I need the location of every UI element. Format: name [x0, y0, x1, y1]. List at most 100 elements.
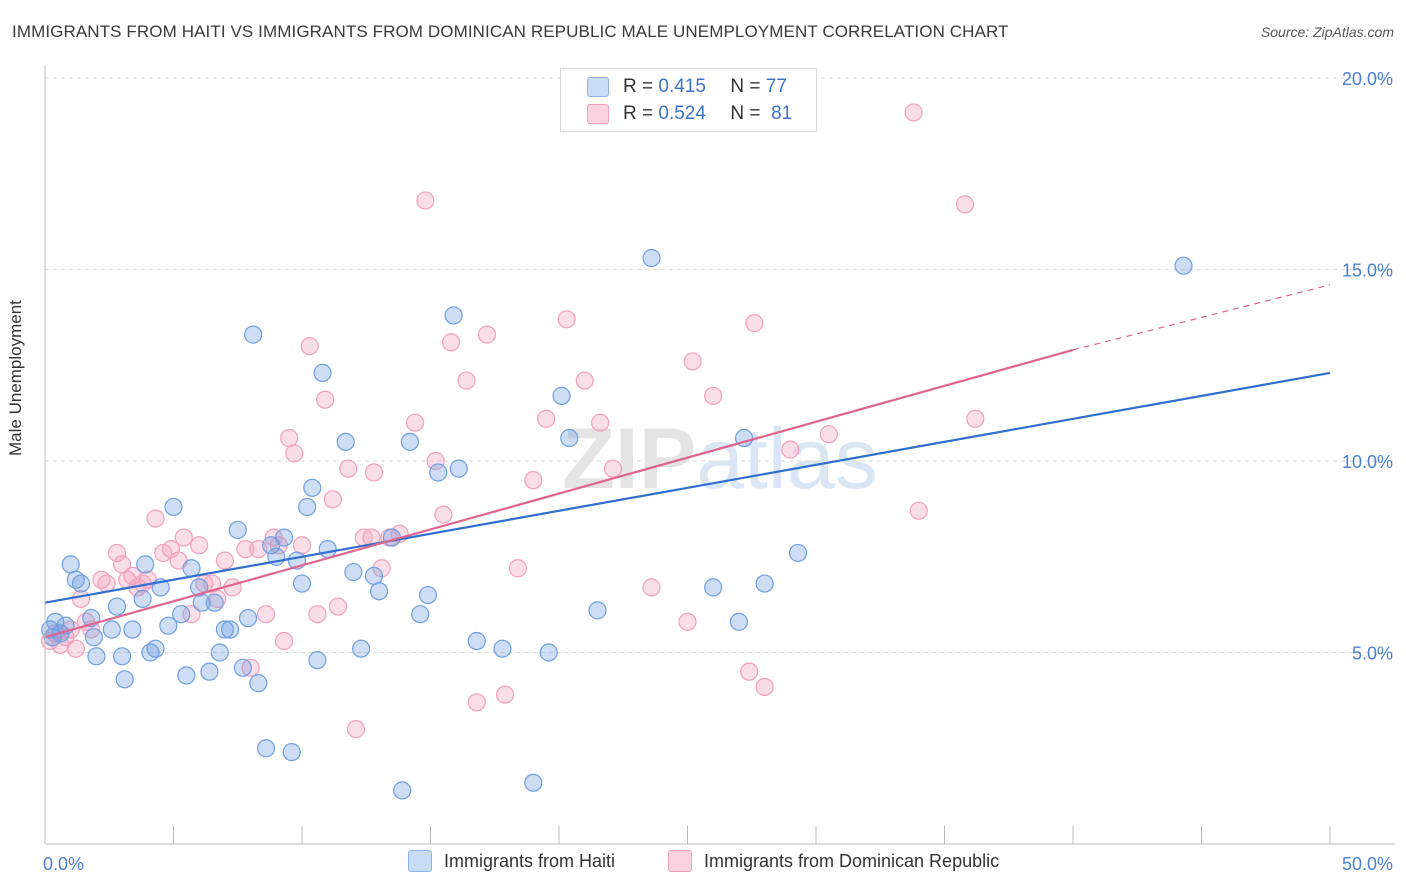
dr-point: [292, 536, 312, 555]
dr-point: [146, 509, 165, 528]
dr-point: [683, 352, 702, 371]
haiti-point: [418, 585, 438, 605]
dr-point: [308, 605, 327, 624]
haiti-trendline: [44, 371, 1331, 604]
dr-point: [745, 314, 764, 333]
dr-point: [508, 559, 527, 578]
haiti-point: [115, 670, 134, 689]
haiti-point: [210, 643, 229, 662]
dr-point: [280, 428, 299, 448]
dr-point: [323, 490, 342, 509]
bottom-legend-haiti: Immigrants from Haiti: [408, 850, 615, 872]
legend-swatch-dr: [587, 104, 609, 124]
dr-point: [426, 451, 445, 471]
dr-point: [256, 605, 276, 624]
haiti-point: [352, 639, 371, 658]
haiti-point: [274, 528, 294, 547]
dr-point: [909, 501, 928, 520]
dr-point: [603, 459, 623, 478]
haiti-point: [755, 574, 774, 593]
legend-row-dr: R = 0.524 N = 81: [587, 102, 792, 126]
dr-point: [819, 425, 838, 444]
haiti-point: [136, 555, 155, 574]
legend-n-value: 81: [771, 103, 793, 124]
dr-point: [182, 605, 201, 624]
haiti-point: [61, 555, 80, 574]
haiti-point: [336, 432, 355, 451]
dr-point: [236, 539, 255, 559]
dr-point: [405, 413, 425, 432]
haiti-point: [411, 605, 430, 624]
haiti-point: [303, 478, 322, 497]
dr-point: [575, 371, 594, 390]
haiti-point: [364, 566, 384, 586]
bottom-legend-swatch-dr: [668, 850, 692, 872]
dr-point: [346, 719, 366, 739]
haiti-point: [588, 601, 607, 620]
dr-point: [274, 631, 294, 651]
x-tick-label: 0.0%: [43, 854, 84, 874]
dr-point: [434, 505, 453, 524]
dr-point: [467, 693, 486, 712]
haiti-point: [400, 432, 420, 451]
dr-point: [557, 310, 576, 329]
x-tick-label: 50.0%: [1342, 854, 1393, 874]
dr-point: [66, 639, 85, 658]
dr-point: [591, 413, 610, 432]
dr-point: [372, 559, 391, 578]
dr-point: [241, 658, 260, 677]
haiti-point: [159, 616, 178, 635]
dr-point: [190, 536, 209, 555]
haiti-point: [444, 306, 463, 325]
haiti-point: [308, 651, 327, 670]
haiti-point: [177, 666, 196, 685]
axes: 5.0% 10.0% 15.0% 20.0% 0.0% 50.0%: [43, 66, 1395, 874]
trend-lines: [44, 284, 1331, 639]
haiti-point: [282, 742, 301, 762]
haiti-point: [133, 589, 152, 608]
dr-point: [704, 386, 723, 405]
haiti-point: [344, 562, 363, 582]
haiti-point: [298, 497, 317, 517]
haiti-points: [41, 248, 1193, 800]
legend-r-label: R =: [623, 103, 654, 124]
dr-point: [107, 543, 127, 563]
haiti-point: [256, 739, 276, 758]
y-tick-label: 15.0%: [1342, 261, 1393, 281]
dr-point: [477, 325, 497, 344]
legend: R = 0.415 N = 77 R = 0.524 N = 81: [560, 68, 817, 132]
dr-point: [174, 528, 193, 547]
haiti-point: [467, 631, 486, 651]
haiti-point: [238, 608, 258, 628]
chart-title: IMMIGRANTS FROM HAITI VS IMMIGRANTS FROM…: [12, 22, 1009, 41]
y-axis-label-wrap: Male Unemployment: [6, 300, 26, 456]
dr-point: [441, 333, 461, 352]
haiti-point: [244, 325, 263, 344]
haiti-point: [46, 612, 65, 631]
haiti-point: [318, 539, 337, 559]
haiti-point: [172, 605, 191, 624]
haiti-point: [704, 578, 723, 597]
haiti-point: [292, 574, 312, 593]
haiti-point: [87, 647, 106, 666]
haiti-point: [449, 459, 468, 478]
haiti-point: [102, 620, 121, 639]
legend-n-value: 77: [765, 76, 787, 97]
legend-r-value: 0.415: [658, 76, 706, 97]
chart-source: Source: ZipAtlas.com: [1260, 24, 1394, 40]
legend-r-value: 0.524: [658, 103, 706, 124]
haiti-point: [370, 582, 389, 601]
y-tick-label: 5.0%: [1352, 644, 1393, 664]
haiti-point: [215, 620, 234, 639]
legend-n-label: N =: [730, 76, 761, 97]
haiti-point: [493, 639, 512, 658]
haiti-point: [788, 543, 808, 563]
haiti-point: [107, 597, 127, 616]
haiti-point: [539, 643, 558, 662]
dr-point: [285, 444, 304, 463]
legend-r-label: R =: [623, 76, 654, 97]
haiti-point: [642, 248, 661, 268]
haiti-point: [560, 428, 579, 448]
legend-row-haiti: R = 0.415 N = 77: [587, 75, 787, 99]
